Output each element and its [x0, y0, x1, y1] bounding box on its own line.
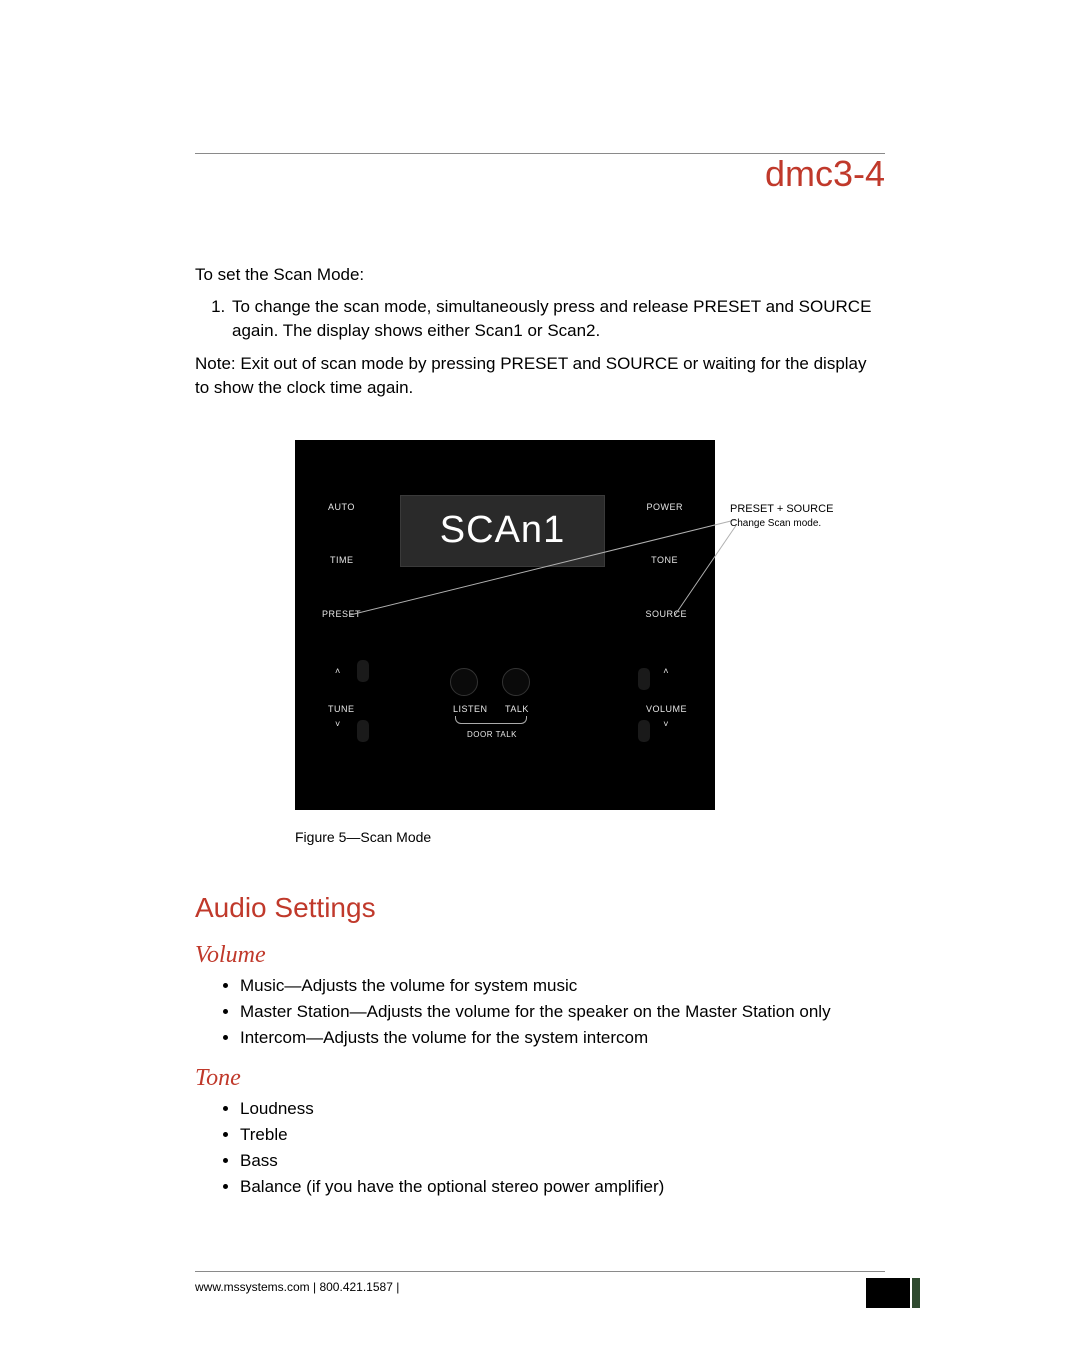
note-text: Note: Exit out of scan mode by pressing … — [195, 352, 885, 400]
intro-text: To set the Scan Mode: — [195, 263, 885, 287]
tune-down-icon: ˅ — [335, 718, 341, 731]
tone-item: Balance (if you have the optional stereo… — [240, 1175, 885, 1199]
figure-5: SCAn1 AUTO TIME PRESET POWER TONE SOURCE… — [195, 440, 885, 848]
callout: PRESET + SOURCE Change Scan mode. — [730, 502, 905, 530]
tone-item: Bass — [240, 1149, 885, 1173]
volume-slider-bottom — [638, 720, 650, 742]
tune-slider-bottom — [357, 720, 369, 742]
volume-down-icon: ˅ — [663, 718, 669, 731]
label-source: SOURCE — [645, 608, 687, 621]
label-volume: VOLUME — [646, 703, 687, 716]
tune-up-icon: ˄ — [335, 665, 341, 678]
volume-list: Music—Adjusts the volume for system musi… — [195, 974, 885, 1049]
label-doortalk: DOOR TALK — [467, 729, 517, 740]
label-power: POWER — [646, 501, 683, 514]
volume-up-icon: ˄ — [663, 665, 669, 678]
volume-slider-top — [638, 668, 650, 690]
callout-subtitle: Change Scan mode. — [730, 517, 905, 531]
label-talk: TALK — [505, 703, 529, 716]
tone-list: Loudness Treble Bass Balance (if you hav… — [195, 1097, 885, 1198]
corner-decoration — [866, 1278, 910, 1308]
listen-button-icon — [450, 668, 478, 696]
corner-decoration-strip — [912, 1278, 920, 1308]
volume-item: Music—Adjusts the volume for system musi… — [240, 974, 885, 998]
figure-caption: Figure 5—Scan Mode — [295, 828, 885, 848]
step-1: To change the scan mode, simultaneously … — [230, 295, 885, 343]
tune-slider-top — [357, 660, 369, 682]
label-tune: TUNE — [328, 703, 355, 716]
footer-rule — [195, 1271, 885, 1272]
volume-item: Master Station—Adjusts the volume for th… — [240, 1000, 885, 1024]
talk-button-icon — [502, 668, 530, 696]
doortalk-brace — [455, 716, 527, 724]
display-text: SCAn1 — [440, 504, 565, 557]
audio-settings-heading: Audio Settings — [195, 888, 885, 927]
tone-item: Loudness — [240, 1097, 885, 1121]
tone-item: Treble — [240, 1123, 885, 1147]
device-display: SCAn1 — [400, 495, 605, 567]
page-footer: www.mssystems.com | 800.421.1587 | 7 — [195, 1271, 885, 1294]
footer-left: www.mssystems.com | 800.421.1587 | — [195, 1280, 399, 1294]
label-auto: AUTO — [328, 501, 355, 514]
callout-title: PRESET + SOURCE — [730, 502, 905, 517]
product-title: dmc3-4 — [765, 153, 885, 195]
label-tone: TONE — [651, 554, 678, 567]
label-preset: PRESET — [322, 608, 361, 621]
device-panel: SCAn1 AUTO TIME PRESET POWER TONE SOURCE… — [295, 440, 715, 810]
volume-heading: Volume — [195, 939, 885, 973]
tone-heading: Tone — [195, 1062, 885, 1096]
volume-item: Intercom—Adjusts the volume for the syst… — [240, 1026, 885, 1050]
label-time: TIME — [330, 554, 354, 567]
label-listen: LISTEN — [453, 703, 488, 716]
